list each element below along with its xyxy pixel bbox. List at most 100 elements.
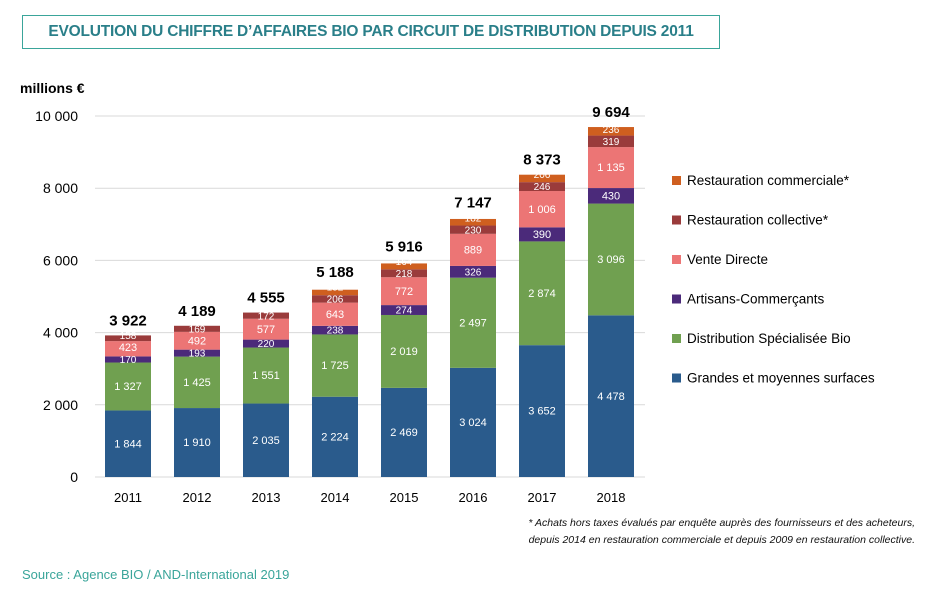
data-label: 3 024 xyxy=(459,417,487,429)
data-label: 889 xyxy=(464,244,482,256)
data-label: 2 469 xyxy=(390,427,418,439)
data-label: 158 xyxy=(120,331,137,342)
data-label: 492 xyxy=(188,335,206,347)
data-label: 319 xyxy=(603,137,620,148)
bar-segment xyxy=(243,403,289,477)
data-label: 172 xyxy=(258,311,275,322)
x-tick-label: 2011 xyxy=(114,490,142,505)
data-label: 2 035 xyxy=(252,435,280,447)
data-label: 2 019 xyxy=(390,346,418,358)
bar-segment xyxy=(312,334,358,397)
data-label: 169 xyxy=(189,324,206,335)
bar-segment xyxy=(381,314,427,388)
data-label: 326 xyxy=(465,267,482,278)
legend-swatch xyxy=(672,373,681,383)
legend-label: Restauration commerciale* xyxy=(687,173,850,188)
data-label: 206 xyxy=(327,295,344,306)
data-label: 4 478 xyxy=(597,391,625,403)
data-label: 152 xyxy=(327,283,344,294)
data-label: 2 874 xyxy=(528,288,556,300)
bar-segment xyxy=(588,127,634,136)
bar-segment xyxy=(174,408,220,477)
bar-segment xyxy=(588,315,634,477)
bar-segment xyxy=(588,188,634,204)
bar-segment xyxy=(450,277,496,368)
data-label: 1 135 xyxy=(597,162,625,174)
bar-segment xyxy=(312,325,358,335)
bar-segment xyxy=(312,295,358,303)
y-tick-label: 2 000 xyxy=(43,397,78,413)
bar-segment xyxy=(105,335,151,342)
data-label: 238 xyxy=(327,326,344,337)
data-label: 164 xyxy=(396,257,413,268)
legend-swatch xyxy=(672,215,681,225)
source: Source : Agence BIO / AND-International … xyxy=(22,567,290,582)
bar-segment xyxy=(450,233,496,266)
bar-segment xyxy=(174,331,220,350)
legend-swatch xyxy=(672,176,681,185)
data-label: 643 xyxy=(326,309,344,321)
data-label: 3 652 xyxy=(528,406,556,418)
data-label: 170 xyxy=(120,355,137,366)
data-label: 3 096 xyxy=(597,254,625,266)
footnote: * Achats hors taxes évalués par enquête … xyxy=(528,515,915,549)
total-label: 7 147 xyxy=(454,195,492,212)
data-label: 2 497 xyxy=(459,317,487,329)
bar-segment xyxy=(105,356,151,363)
data-label: 2 224 xyxy=(321,431,349,443)
legend-swatch xyxy=(672,294,681,304)
data-label: 274 xyxy=(396,306,413,317)
footnote-line-1: * Achats hors taxes évalués par enquête … xyxy=(528,517,915,529)
bar-segment xyxy=(381,305,427,315)
total-label: 4 555 xyxy=(247,290,285,307)
bar-segment xyxy=(381,277,427,306)
bar-segment xyxy=(450,367,496,477)
data-label: 246 xyxy=(534,182,551,193)
bar-segment xyxy=(243,339,289,348)
total-label: 9 694 xyxy=(592,104,630,121)
footnote-line-2: depuis 2014 en restauration commerciale … xyxy=(528,534,915,546)
data-label: 423 xyxy=(119,342,137,354)
x-tick-label: 2016 xyxy=(459,490,488,505)
bar-segment xyxy=(312,302,358,326)
data-label: 236 xyxy=(603,125,620,136)
y-tick-label: 0 xyxy=(70,469,78,485)
bar-segment xyxy=(243,347,289,404)
y-tick-label: 10 000 xyxy=(35,108,78,124)
bar-segment xyxy=(243,318,289,340)
data-label: 1 327 xyxy=(114,381,142,393)
bar-segment xyxy=(381,269,427,278)
bar-segment xyxy=(450,225,496,234)
bar-segment xyxy=(450,218,496,226)
bar-segment xyxy=(588,203,634,316)
x-tick-label: 2013 xyxy=(252,490,281,505)
bar-segment xyxy=(105,362,151,411)
data-label: 1 844 xyxy=(114,438,142,450)
x-tick-label: 2012 xyxy=(183,490,212,505)
bar-segment xyxy=(588,135,634,148)
total-label: 4 189 xyxy=(178,303,216,320)
data-label: 430 xyxy=(602,190,620,202)
bar-segment xyxy=(450,265,496,278)
bar-segment xyxy=(519,182,565,192)
x-tick-label: 2017 xyxy=(528,490,557,505)
data-label: 1 425 xyxy=(183,377,211,389)
legend-label: Artisans-Commerçants xyxy=(687,292,825,307)
data-label: 218 xyxy=(396,269,413,280)
bar-segment xyxy=(174,349,220,357)
data-label: 193 xyxy=(189,349,206,360)
legend-label: Grandes et moyennes surfaces xyxy=(687,371,875,386)
x-tick-label: 2018 xyxy=(597,490,626,505)
bar-segment xyxy=(519,345,565,477)
data-label: 1 006 xyxy=(528,204,556,216)
bar-segment xyxy=(312,289,358,296)
bar-segment xyxy=(588,147,634,189)
legend-swatch xyxy=(672,255,681,264)
x-tick-label: 2015 xyxy=(390,490,419,505)
data-label: 182 xyxy=(465,213,482,224)
bar-segment xyxy=(519,241,565,346)
chart-title: EVOLUTION DU CHIFFRE D’AFFAIRES BIO PAR … xyxy=(22,15,720,49)
data-label: 220 xyxy=(258,339,275,350)
bar-segment xyxy=(105,341,151,357)
total-label: 5 916 xyxy=(385,238,423,255)
